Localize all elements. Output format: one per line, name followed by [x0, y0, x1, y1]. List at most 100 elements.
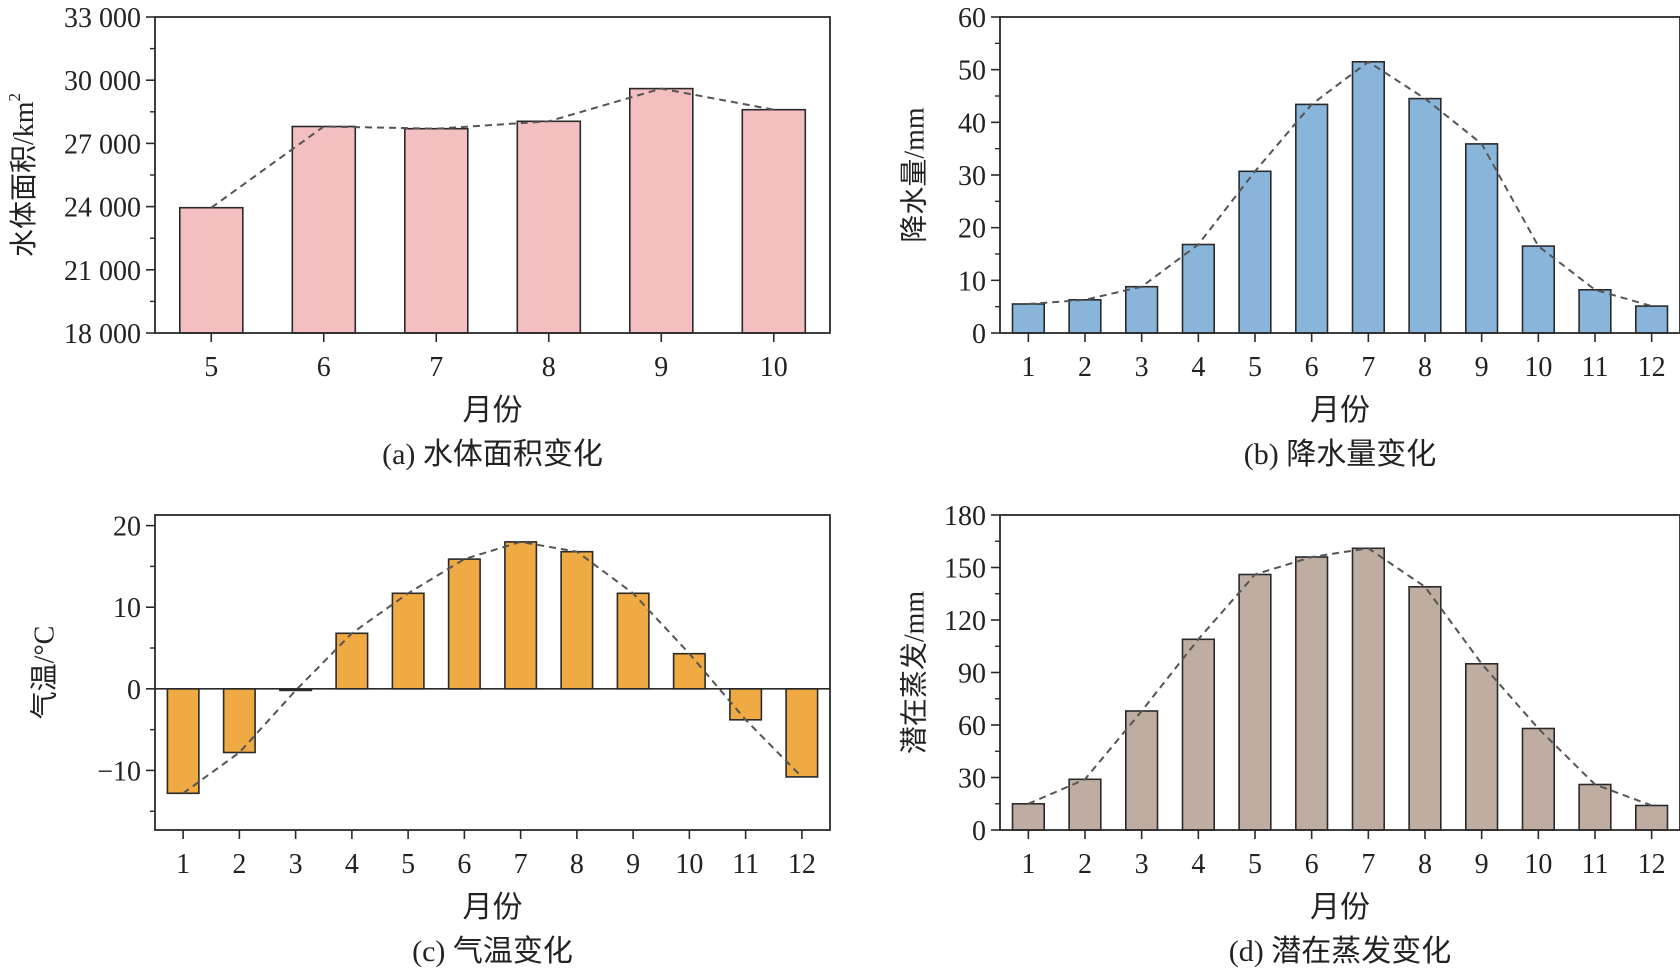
panel-d-bar-3 [1125, 710, 1159, 831]
panel-c-bar-6 [447, 558, 481, 690]
panel-c-bar-8 [560, 550, 594, 690]
panel-c-xtick-label-12: 12 [788, 849, 816, 880]
panel-a-bar-9 [628, 87, 694, 334]
panel-b-bar-2 [1068, 298, 1102, 334]
panel-a-ticks: 18 000 21 000 24 000 27 000 30 000 33 000 5 6 7 8… [64, 3, 788, 383]
panel-b-bars [1011, 60, 1669, 334]
panel-c-bar-1 [166, 687, 200, 795]
panel-a-xtick-label-8: 8 [542, 352, 556, 383]
panel-b-bar-6 [1295, 103, 1329, 334]
panel-c-xtick-label-5: 5 [401, 849, 415, 880]
panel-a-ytick-label-4: 30 000 [64, 66, 141, 97]
panel-b-xtick-label-12: 12 [1638, 352, 1666, 383]
panel-d-caption: (d) 潜在蒸发变化 [1229, 935, 1451, 968]
panel-b-xtick-label-11: 11 [1582, 352, 1609, 383]
panel-d-xtick-label-1: 1 [1021, 849, 1035, 880]
panel-c-bar-4 [335, 632, 369, 690]
panel-b-bar-1 [1011, 303, 1046, 334]
panel-b-xtick-label-1: 1 [1021, 352, 1035, 383]
panel-b-ytick-label-4: 40 [958, 108, 986, 139]
panel-a-xtick-label-6: 6 [317, 352, 331, 383]
panel-d-bar-1 [1011, 802, 1046, 831]
panel-b-bar-4 [1181, 243, 1216, 334]
panel-a-bar-5 [179, 206, 244, 334]
panel-d-ytick-label-1: 30 [958, 764, 986, 795]
panel-d-xtick-label-10: 10 [1524, 849, 1552, 880]
panel-b-y-axis-label: 降水量/mm [898, 107, 930, 243]
panel-c-plot-border [154, 514, 831, 831]
panel-c-ytick-label-3: 20 [113, 512, 141, 543]
panel-d-xtick-label-12: 12 [1638, 849, 1666, 880]
panel-a-bar-6 [291, 125, 357, 334]
panel-d-ytick-label-5: 150 [944, 554, 986, 585]
panel-b-plot-border [999, 16, 1680, 334]
panel-a-y-axis-label: 水体面积/km2 [5, 93, 41, 257]
panel-b-ytick-label-6: 60 [958, 3, 986, 34]
panel-d-ytick-label-6: 180 [944, 501, 986, 532]
panel-d-xtick-label-5: 5 [1248, 849, 1262, 880]
panel-d-xtick-label-7: 7 [1361, 849, 1375, 880]
panel-c-xtick-label-4: 4 [345, 849, 359, 880]
panel-d-ytick-label-2: 60 [958, 711, 986, 742]
panel-b-trend-line [1028, 60, 1652, 308]
panel-c-bar-9 [616, 592, 650, 690]
panel-c-xtick-label-11: 11 [732, 849, 759, 880]
panel-b-xtick-label-5: 5 [1248, 352, 1262, 383]
panel-c-xtick-label-1: 1 [176, 849, 190, 880]
panel-c-bar-11 [729, 687, 763, 721]
panel-c-trend-path [182, 540, 803, 795]
panel-d-xtick-label-9: 9 [1475, 849, 1489, 880]
panel-d-ytick-label-3: 90 [958, 659, 986, 690]
panel-b-xtick-label-3: 3 [1135, 352, 1149, 383]
panel-a-water-area: 18 000 21 000 24 000 27 000 30 000 33 000 5 6 7 8… [5, 3, 831, 471]
panel-d-xtick-label-3: 3 [1135, 849, 1149, 880]
panel-b-ytick-label-3: 30 [958, 161, 986, 192]
panel-b-bar-3 [1125, 285, 1159, 334]
panel-a-ytick-label-0: 18 000 [64, 319, 141, 350]
panel-a-xtick-label-10: 10 [760, 352, 788, 383]
panel-b-xtick-label-4: 4 [1191, 352, 1205, 383]
panel-d-trend-line [1027, 547, 1653, 807]
panel-d-bars [1011, 547, 1669, 831]
panel-d-plot-border [999, 514, 1680, 831]
panel-b-xtick-label-7: 7 [1361, 352, 1375, 383]
panel-c-bar-7 [504, 541, 538, 690]
panel-b-bar-8 [1408, 97, 1442, 334]
panel-a-bar-10 [741, 108, 807, 334]
panel-c-ytick-label-1: 0 [127, 675, 141, 706]
panel-b-axes-frame [999, 16, 1680, 334]
panel-b-bar-12 [1635, 305, 1669, 334]
panel-c-bar-5 [391, 592, 425, 690]
panel-c-xtick-label-8: 8 [570, 849, 584, 880]
panel-d-xtick-label-6: 6 [1305, 849, 1319, 880]
panel-a-plot-border [154, 16, 831, 334]
panel-a-bar-7 [403, 127, 469, 334]
panel-c-ytick-label-0: −10 [97, 756, 141, 787]
panel-b-ytick-label-2: 20 [958, 214, 986, 245]
panel-d-bar-2 [1068, 778, 1102, 831]
panel-a-bars [179, 87, 807, 334]
panel-b-bar-5 [1238, 170, 1272, 334]
panel-a-xtick-label-5: 5 [204, 352, 218, 383]
panel-d-x-axis-label: 月份 [1310, 891, 1370, 924]
panel-c-xtick-label-10: 10 [675, 849, 703, 880]
panel-c-bar-10 [672, 652, 706, 690]
panel-c-axes-frame [154, 514, 831, 831]
panel-b-xtick-label-6: 6 [1305, 352, 1319, 383]
panel-d-xtick-label-2: 2 [1078, 849, 1092, 880]
panel-a-x-axis-label: 月份 [463, 394, 523, 427]
panel-d-bar-11 [1578, 783, 1612, 831]
panel-d-axes-frame [999, 514, 1680, 831]
panel-c-trend-line [182, 540, 803, 795]
panel-c-bar-12 [785, 687, 819, 778]
panel-c-bar-2 [222, 687, 256, 754]
panel-c-xtick-label-3: 3 [289, 849, 303, 880]
panel-c-xtick-label-6: 6 [457, 849, 471, 880]
panel-d-bar-12 [1635, 804, 1669, 831]
panel-c-ytick-label-2: 10 [113, 593, 141, 624]
